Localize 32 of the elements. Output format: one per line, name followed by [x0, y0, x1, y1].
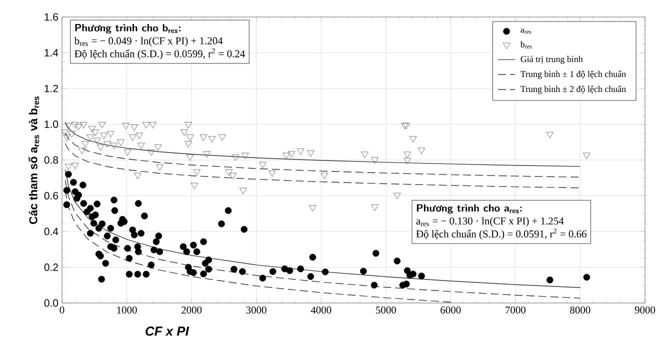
- x-tick-label: 7000: [506, 306, 526, 314]
- x-tick-label: 0: [60, 306, 64, 314]
- x-tick-label: 8000: [570, 306, 590, 314]
- x-tick-label: 1000: [117, 306, 137, 314]
- legend-label: Giá trị trung bình: [520, 56, 583, 64]
- legend-label: Trung bình ± 2 độ lệch chuẩn: [520, 85, 626, 94]
- x-axis-title: CF x PI: [146, 326, 190, 336]
- y-tick-label: 1.4: [44, 49, 58, 56]
- annotation: a$_{res}$ = − 0.130 · ln(CF x PI) + 1.254: [416, 217, 564, 227]
- y-tick-label: 1.0: [44, 120, 58, 128]
- y-tick-label: 0.2: [44, 264, 58, 271]
- y-tick-label: 0.0: [44, 299, 58, 307]
- annotation: Phương trình cho b$_{res}$:: [75, 24, 180, 34]
- y-tick-label: 0.6: [44, 192, 58, 200]
- legend-label: Trung bình ± 1 độ lệch chuẩn: [520, 70, 626, 79]
- x-tick-label: 9000: [634, 306, 656, 314]
- annotation: Độ lệch chuẩn (S.D.) = 0.0599, r$^{2}$ = 0.24: [74, 48, 245, 60]
- x-tick-label: 6000: [440, 306, 461, 314]
- legend-label: b$_{res}$: [520, 41, 532, 48]
- y-tick-label: 1.2: [44, 84, 58, 92]
- x-tick-label: 5000: [376, 306, 396, 314]
- annotation: Phương trình cho a$_{res}$:: [416, 204, 522, 214]
- x-tick-label: 2000: [182, 306, 202, 314]
- legend-label: a$_{res}$: [520, 28, 532, 34]
- annotation: b$_{res}$ = − 0.049 · ln(CF x PI) + 1.204: [74, 37, 223, 46]
- x-tick-label: 4000: [310, 306, 332, 314]
- y-axis-title: Các tham số a$_{res}$ và b$_{res}$: [28, 96, 40, 224]
- annotation: Độ lệch chuẩn (S.D.) = 0.0591, r$^{2}$ = 0.66: [416, 228, 586, 240]
- y-tick-label: 0.4: [44, 228, 58, 236]
- x-tick-label: 3000: [246, 306, 266, 314]
- y-tick-label: 0.8: [44, 156, 58, 164]
- y-tick-label: 1.6: [44, 13, 58, 21]
